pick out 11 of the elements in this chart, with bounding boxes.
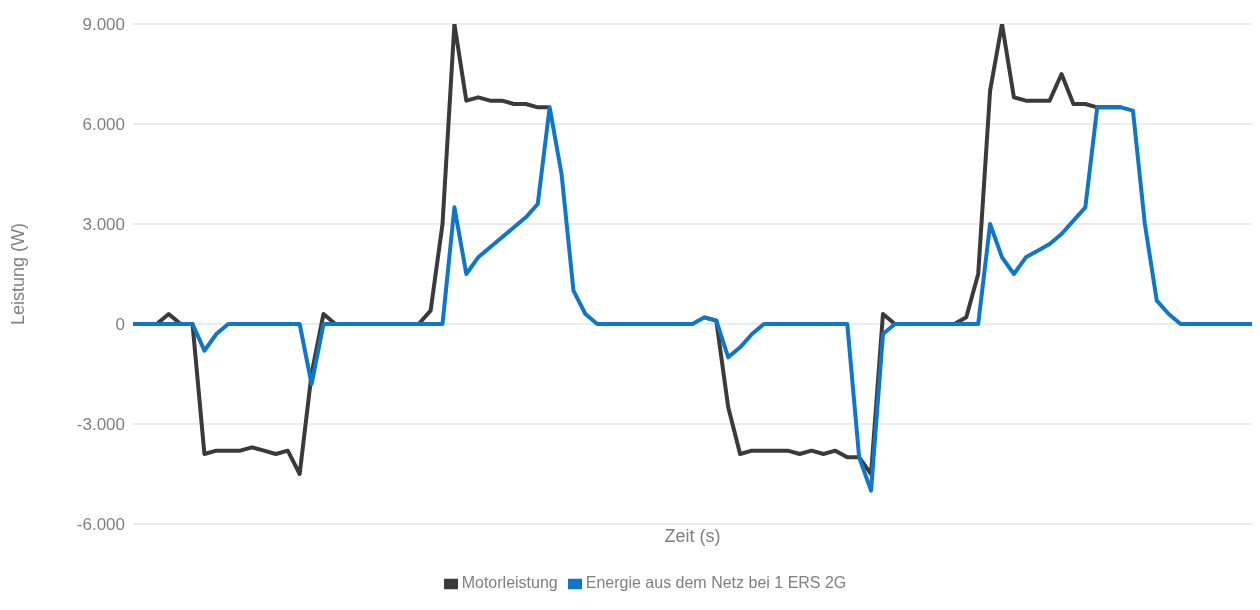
- y-tick-label: 3.000: [82, 215, 125, 235]
- y-tick-label: 6.000: [82, 115, 125, 135]
- y-tick-label: 0: [115, 315, 125, 335]
- legend-label: Motorleistung: [461, 574, 558, 591]
- y-tick-label: 9.000: [82, 15, 125, 35]
- y-tick-label: -6.000: [76, 515, 125, 535]
- legend-label: Energie aus dem Netz bei 1 ERS 2G: [585, 574, 847, 591]
- x-axis-title: Zeit (s): [664, 525, 721, 546]
- line-series: [131, 105, 1252, 493]
- y-axis-title: Leistung (W): [8, 222, 29, 326]
- y-tick-label: -3.000: [76, 415, 125, 435]
